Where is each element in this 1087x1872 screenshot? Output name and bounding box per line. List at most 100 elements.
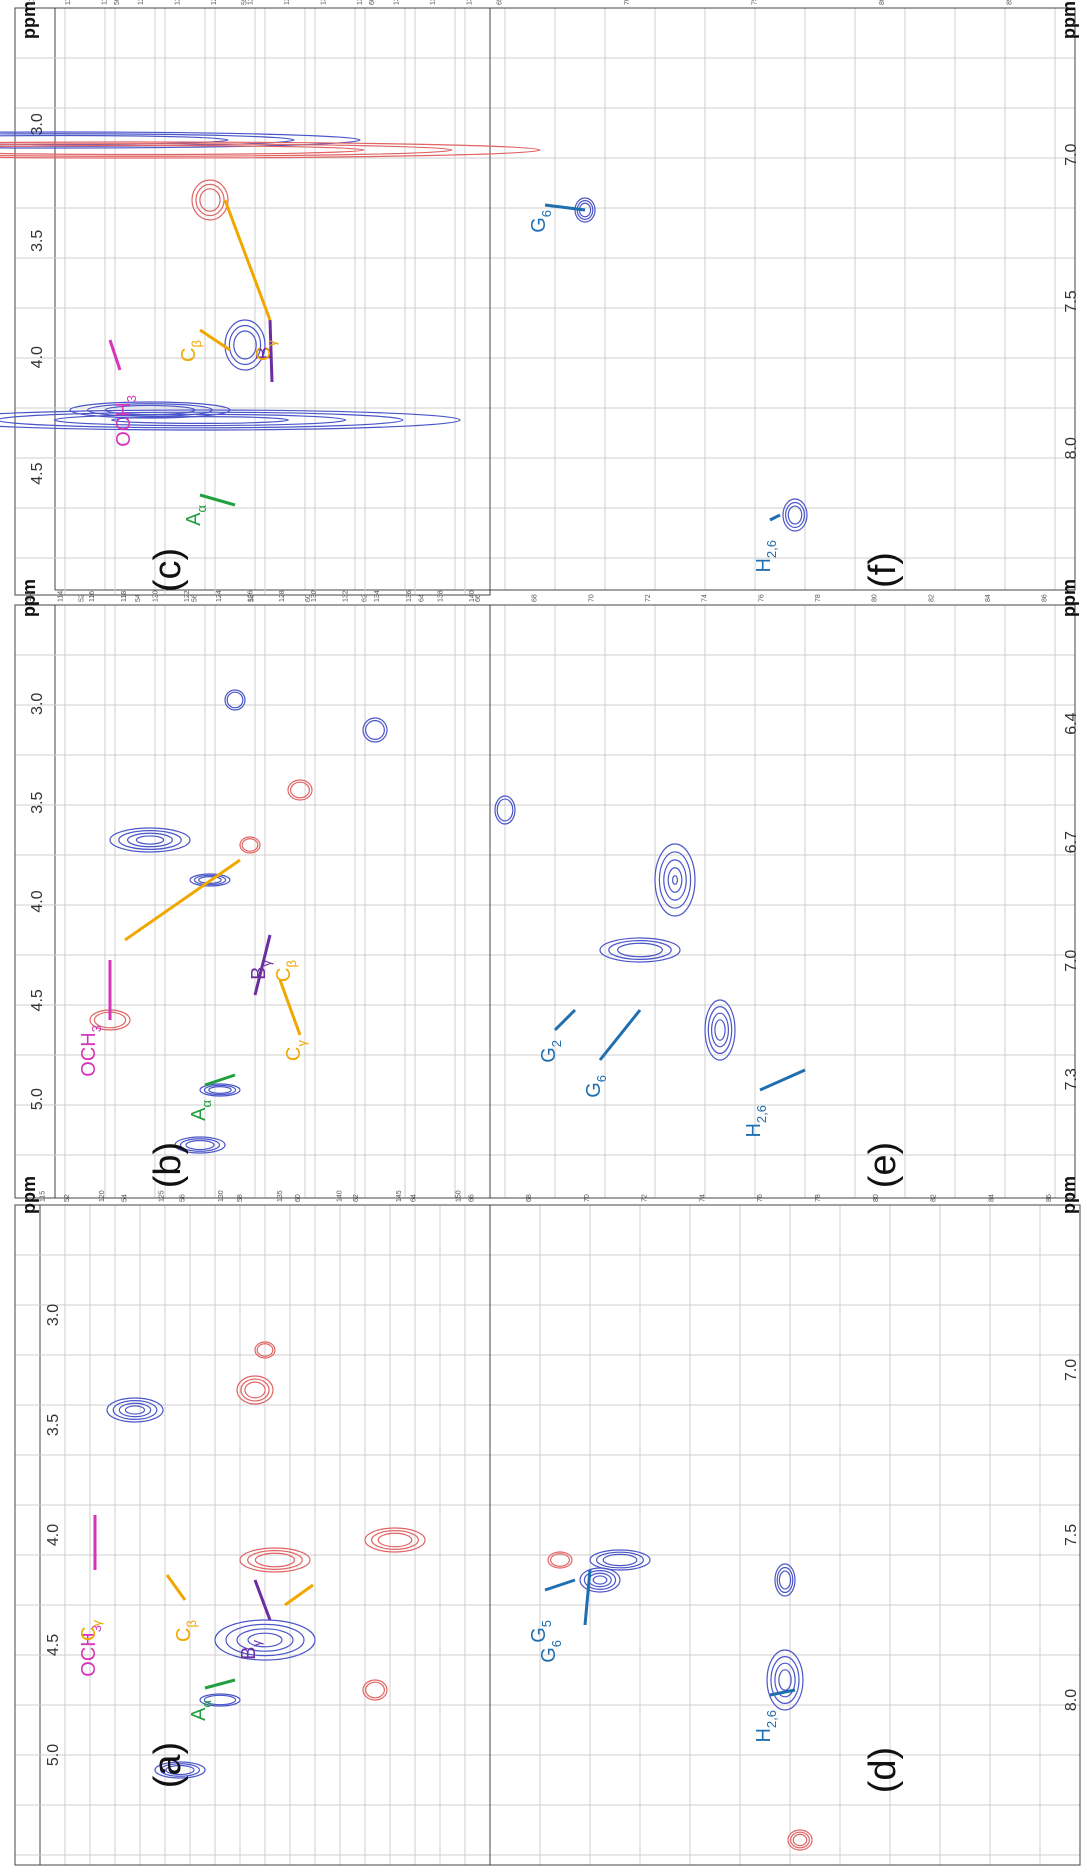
- contour-cluster: [782, 498, 808, 532]
- contour-ring: [112, 1400, 158, 1420]
- contour-ring: [247, 1550, 303, 1570]
- contour-ring: [550, 1553, 570, 1567]
- contour-ring: [241, 838, 259, 852]
- contour-cluster: [109, 827, 191, 853]
- annotation-line: [759, 1068, 806, 1092]
- y-tick-label: 120: [138, 0, 145, 5]
- y-tick-label: 84: [985, 594, 992, 602]
- y-tick-label: 128: [284, 0, 291, 5]
- x-tick-label: 5.0: [29, 1088, 46, 1110]
- y-tick-label: 62: [362, 594, 369, 602]
- y-tick-label: 80: [879, 0, 886, 5]
- panel-grid: [14, 1204, 491, 1866]
- contour-cluster: [0, 409, 461, 431]
- contour-cluster: [199, 1083, 241, 1097]
- contour-ring: [254, 1341, 276, 1359]
- annotation-line: [769, 1688, 796, 1697]
- panel-label: (a): [147, 1742, 189, 1788]
- contour-ring: [191, 179, 229, 221]
- y-tick-label: 82: [928, 594, 935, 602]
- y-tick-label: 76: [757, 1194, 764, 1202]
- panel-1: 5.0 4.5 4.0 3.5 3.0 52 54 56 58 60 62 64 66 68 70 72 74 7…: [19, 579, 1049, 1188]
- annotation-label: Bγ: [248, 960, 274, 980]
- contour-ring: [377, 1532, 413, 1548]
- y-tick-label: 60: [305, 594, 312, 602]
- contour-ring: [0, 144, 365, 156]
- panel-frame: [14, 7, 491, 596]
- y-tick-label: 112: [26, 591, 33, 602]
- contour-cluster: [494, 795, 516, 825]
- x-tick-label: 3.5: [45, 1414, 62, 1436]
- contour-ring: [667, 867, 683, 893]
- x-tick-label: 3.5: [29, 230, 46, 252]
- annotation-label: Bγ: [253, 340, 279, 360]
- annotation-line: [544, 1578, 576, 1592]
- contour-ring: [0, 143, 453, 157]
- annotation-label: Aα: [188, 1700, 214, 1721]
- panel-5: 8.0 7.5 7.0 114 116 118 120 122 124 126 128 130 132 1…: [28, 0, 1080, 588]
- panel-frame: [54, 604, 1076, 1199]
- y-tick-label: 138: [467, 0, 474, 5]
- panel-label: (d): [862, 1747, 904, 1793]
- panel-grid: [54, 7, 1076, 591]
- contour-ring: [362, 717, 388, 743]
- contour-ring: [588, 1572, 612, 1588]
- contour-ring: [547, 1551, 573, 1569]
- contour-cluster: [224, 319, 266, 371]
- y-tick-label: 130: [321, 0, 328, 5]
- contour-ring: [654, 843, 696, 917]
- annotation-line: [268, 319, 274, 383]
- y-tick-label: 56: [179, 1194, 186, 1202]
- annotation-line: [204, 1678, 236, 1690]
- annotation-label: OCH3: [78, 1025, 104, 1077]
- y-tick-label: 62: [353, 1194, 360, 1202]
- x-tick-label: 8.0: [1063, 1689, 1080, 1711]
- y-tick-label: 115: [40, 1191, 47, 1202]
- annotation-line: [165, 1574, 187, 1601]
- y-tick-label: 70: [588, 594, 595, 602]
- annotation-line: [253, 1579, 272, 1621]
- y-tick-label: 118: [101, 0, 108, 5]
- x-tick-label: 4.5: [29, 989, 46, 1011]
- contour-ring: [135, 835, 165, 845]
- contour-ring: [195, 183, 225, 217]
- y-tick-label: 72: [645, 594, 652, 602]
- contour-cluster: [547, 1551, 573, 1569]
- x-tick-label: 7.5: [1063, 1524, 1080, 1546]
- contour-ring: [109, 827, 191, 853]
- x-tick-label: 6.7: [1063, 831, 1080, 853]
- contour-ring: [224, 319, 266, 371]
- annotation-line: [124, 858, 241, 942]
- contour-ring: [236, 1375, 274, 1405]
- panel-grid: [14, 604, 491, 1199]
- y-tick-label: 75: [751, 0, 758, 5]
- y-tick-label: 66: [475, 594, 482, 602]
- contour-ring: [592, 1575, 608, 1585]
- contour-ring: [236, 1628, 294, 1652]
- contour-ring: [53, 413, 347, 427]
- contour-ring: [290, 781, 310, 799]
- contour-ring: [159, 1763, 201, 1777]
- annotation-label: Cβ: [178, 340, 204, 362]
- contour-cluster: [239, 1547, 311, 1573]
- contour-ring: [778, 1669, 792, 1691]
- contour-ring: [239, 836, 261, 854]
- y-tick-label: 74: [699, 1194, 706, 1202]
- panel-3: 8.0 7.5 7.0 115 120 125 130 135 140 145 150 (d) ppm H…: [40, 1176, 1080, 1793]
- y-tick-label: 130: [218, 1190, 225, 1202]
- contour-cluster: [214, 1619, 316, 1661]
- y-tick-label: 54: [135, 594, 142, 602]
- x-tick-label: 8.0: [1063, 437, 1080, 459]
- contour-ring: [228, 324, 262, 366]
- contour-cluster: [199, 1693, 241, 1707]
- axis-label: ppm: [1059, 579, 1079, 617]
- contour-ring: [671, 875, 678, 885]
- contour-ring: [179, 1138, 221, 1152]
- annotation-label: Cβ: [173, 1620, 199, 1642]
- x-tick-label: 3.0: [45, 1304, 62, 1326]
- contour-ring: [579, 1567, 621, 1593]
- panel-label: (f): [862, 552, 904, 588]
- contour-ring: [494, 795, 516, 825]
- contour-ring: [595, 1551, 644, 1569]
- contour-cluster: [589, 1549, 651, 1571]
